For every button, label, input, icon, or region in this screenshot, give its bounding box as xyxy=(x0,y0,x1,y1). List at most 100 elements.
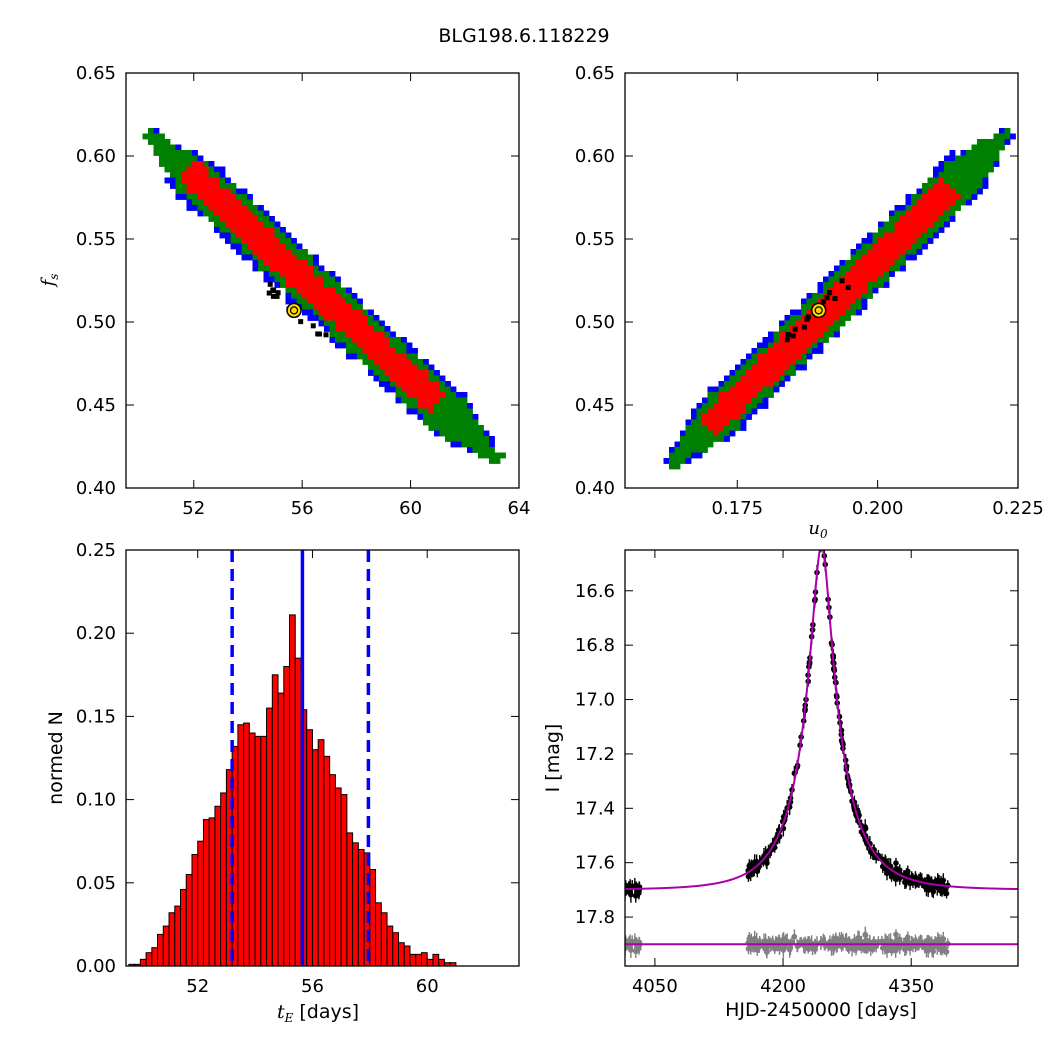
heat-cell xyxy=(938,227,945,233)
heat-cell xyxy=(746,353,752,360)
heat-cell xyxy=(685,447,692,453)
heat-cell xyxy=(883,249,890,255)
heat-cell xyxy=(751,375,758,382)
x-tick-label: 4200 xyxy=(760,976,806,997)
heat-cell xyxy=(916,221,923,228)
heat-cell xyxy=(740,359,747,365)
heat-cell xyxy=(828,298,835,305)
heat-cell xyxy=(812,342,818,349)
heat-cell xyxy=(1010,133,1016,140)
heat-cell xyxy=(729,403,736,409)
histogram-bar xyxy=(357,849,365,967)
heat-cell xyxy=(966,166,972,173)
heat-cell xyxy=(450,436,457,442)
heat-cell xyxy=(872,265,879,272)
heat-cell xyxy=(757,403,763,409)
heat-cell xyxy=(302,293,308,299)
heat-cell xyxy=(922,221,928,228)
heat-cell xyxy=(230,227,237,233)
heat-cell xyxy=(318,309,325,316)
heat-cell xyxy=(691,452,697,459)
y-tick-label: 16.6 xyxy=(575,581,615,602)
heat-cell xyxy=(412,348,418,354)
heat-cell xyxy=(450,425,457,431)
heat-cell xyxy=(718,381,725,387)
heat-cell xyxy=(461,419,468,426)
heat-cell xyxy=(966,172,972,178)
heat-cell xyxy=(823,304,829,310)
best-fit-marker xyxy=(810,302,827,319)
heat-cell xyxy=(318,282,325,288)
heat-cell xyxy=(236,210,242,217)
heat-cell xyxy=(186,172,193,178)
heat-cell xyxy=(960,194,967,200)
heat-cell xyxy=(252,238,259,244)
heat-cell xyxy=(988,166,994,173)
heat-cell xyxy=(718,386,725,393)
heat-cell xyxy=(478,441,484,448)
heat-cell xyxy=(384,370,391,376)
heat-cell xyxy=(373,337,380,343)
heat-cell xyxy=(883,276,890,283)
heat-cell xyxy=(208,172,215,178)
heat-cell xyxy=(340,298,347,305)
heat-cell xyxy=(911,227,917,233)
heat-cell xyxy=(1004,128,1011,134)
heat-cell xyxy=(905,254,912,261)
heat-cell xyxy=(790,309,796,316)
heat-cell xyxy=(927,227,934,233)
heat-cell xyxy=(225,188,231,195)
heat-cell xyxy=(335,331,341,338)
heat-cell xyxy=(867,293,873,299)
heat-cell xyxy=(889,265,895,272)
data-point xyxy=(903,878,909,884)
heat-cell xyxy=(417,403,424,409)
heat-cell xyxy=(883,260,890,266)
heat-cell xyxy=(982,177,989,184)
heat-cell xyxy=(784,375,791,382)
heat-cell xyxy=(219,172,226,178)
heat-cell xyxy=(467,430,473,437)
heat-cell xyxy=(351,342,358,349)
heat-cell xyxy=(691,408,697,415)
heat-cell xyxy=(773,375,780,382)
heat-cell xyxy=(406,364,413,371)
heat-cell xyxy=(379,331,385,338)
heat-cell xyxy=(186,194,193,200)
heat-cell xyxy=(324,276,330,283)
heat-cell xyxy=(790,359,796,365)
heat-cell xyxy=(247,205,253,211)
heat-cell xyxy=(417,408,424,415)
heat-cell xyxy=(269,238,275,244)
heat-cell xyxy=(324,271,330,277)
heat-cell xyxy=(269,265,275,272)
heat-cell xyxy=(916,227,923,233)
heat-cell xyxy=(456,441,462,448)
heat-cell xyxy=(390,381,396,387)
heat-cell xyxy=(467,408,473,415)
heat-cell xyxy=(867,282,873,288)
heat-cell xyxy=(423,386,429,393)
heat-cell xyxy=(181,177,187,184)
heat-cell xyxy=(828,315,835,321)
heat-cell xyxy=(280,243,286,250)
heat-cell xyxy=(971,188,978,195)
sample-point xyxy=(832,296,838,302)
heat-cell xyxy=(779,353,785,360)
heat-cell xyxy=(390,348,396,354)
x-axis-label: tE [days] xyxy=(277,1001,359,1025)
heat-cell xyxy=(329,298,336,305)
heat-cell xyxy=(445,397,451,404)
heat-cell xyxy=(878,271,884,277)
heat-cell xyxy=(905,221,912,228)
heat-cell xyxy=(861,249,868,255)
heat-cell xyxy=(357,309,363,316)
heat-cell xyxy=(867,232,873,239)
heat-cell xyxy=(839,315,846,321)
heat-cell xyxy=(225,216,231,222)
heat-cell xyxy=(362,331,369,338)
heat-cell xyxy=(740,408,747,415)
heat-cell xyxy=(729,386,736,393)
heat-cell xyxy=(834,265,840,272)
heat-cell xyxy=(214,210,220,217)
